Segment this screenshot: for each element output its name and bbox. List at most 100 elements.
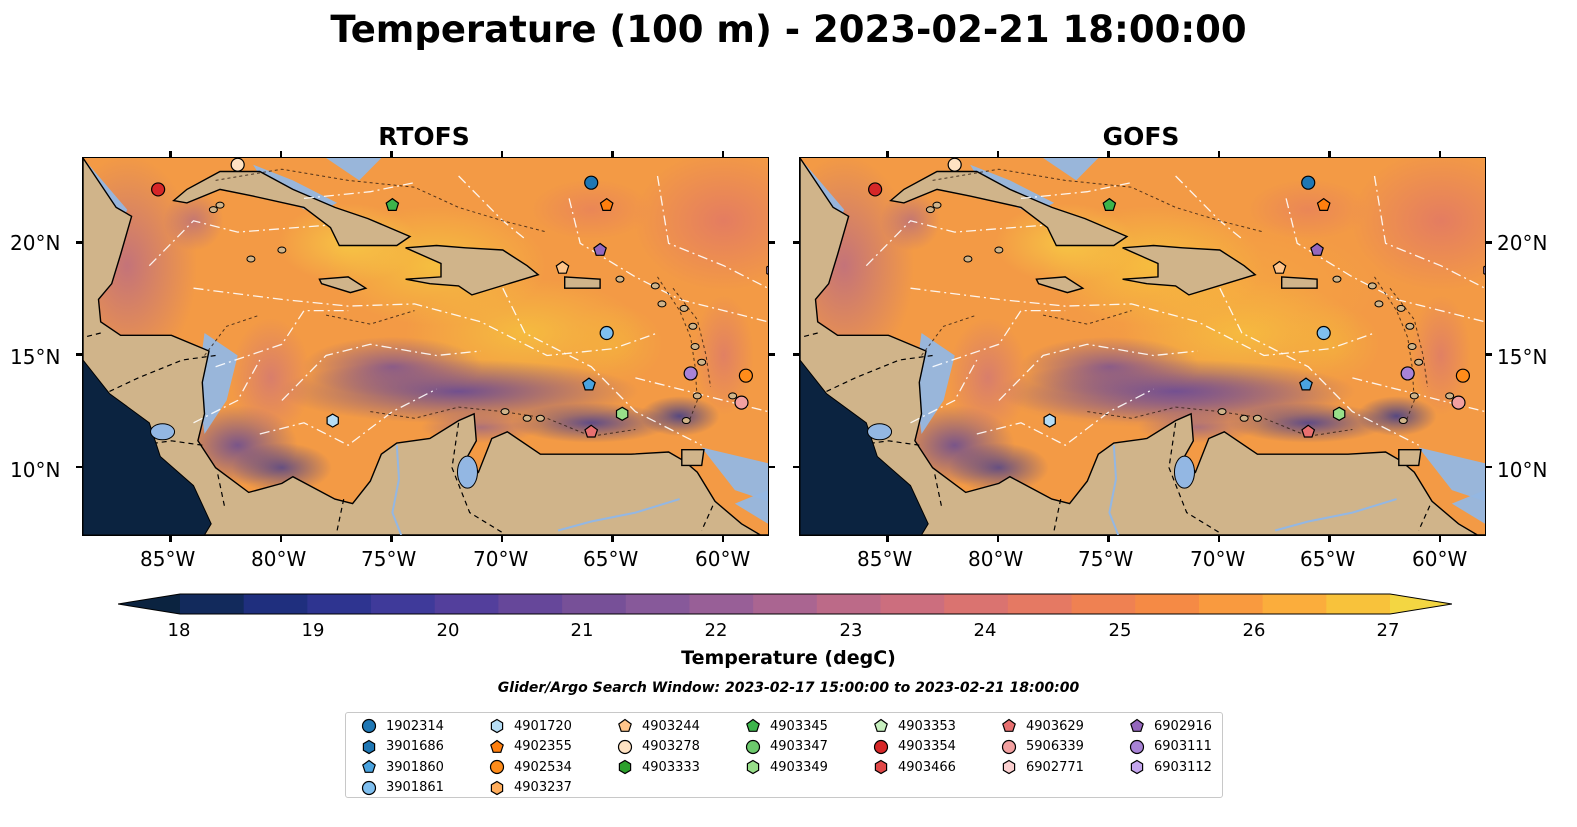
lon-tick: 85°W [140, 547, 196, 571]
axis-tick-mark [76, 465, 82, 469]
colorbar-tick: 21 [570, 620, 594, 641]
legend-label: 3901686 [386, 739, 444, 754]
axis-tick-mark [793, 353, 799, 356]
legend-label: 4903333 [642, 759, 700, 775]
legend-label: 6902771 [1026, 759, 1084, 775]
lon-tick: 60°W [695, 547, 751, 571]
legend-item: 4902534 [488, 757, 572, 777]
legend-marker-icon [489, 759, 505, 775]
legend-label: 4903345 [770, 718, 828, 734]
axis-tick-mark [1486, 465, 1492, 469]
colorbar-tick: 18 [167, 620, 191, 641]
colorbar-bin [753, 594, 818, 614]
legend-label: 4903278 [642, 739, 700, 754]
axis-tick-mark [793, 465, 799, 469]
float-marker-6903112 [1483, 265, 1485, 275]
lon-tick: 75°W [1078, 547, 1134, 571]
colorbar-bin [1135, 594, 1200, 614]
figure-title: Temperature (100 m) - 2023-02-21 18:00:0… [330, 8, 1247, 51]
legend-marker-icon [874, 759, 888, 775]
legend-marker-icon [362, 739, 376, 754]
legend-marker [1129, 739, 1145, 754]
axis-tick-mark [996, 536, 1000, 542]
legend-marker-icon [1130, 759, 1144, 775]
colorbar-bin [1007, 594, 1073, 614]
legend-item: 3901686 [360, 737, 444, 757]
map-rtofs [82, 157, 769, 536]
legend-marker [489, 759, 505, 775]
float-marker-1902314 [1301, 175, 1316, 190]
lon-tick: 80°W [968, 547, 1024, 571]
legend-item: 4903244 [616, 716, 700, 736]
axis-tick-mark [1217, 151, 1221, 157]
colorbar-bin [371, 594, 436, 614]
colorbar-tick: 26 [1242, 620, 1266, 641]
legend-label: 4902534 [514, 759, 572, 775]
colorbar-bin [498, 594, 563, 614]
float-marker-3901860 [582, 377, 596, 391]
axis-tick-mark [793, 241, 799, 244]
legend-marker [490, 718, 504, 734]
legend-label: 4901720 [514, 718, 572, 734]
colorbar-bin [1326, 594, 1391, 614]
legend-item: 4903278 [616, 737, 700, 757]
float-marker-4902355 [599, 197, 614, 212]
float-marker-6902916 [593, 242, 607, 256]
legend-item: 4903629 [1000, 716, 1084, 736]
colorbar-bin [944, 594, 1009, 614]
legend-marker [1001, 739, 1017, 754]
colorbar-tick: 23 [839, 620, 863, 641]
legend-marker [617, 739, 633, 754]
legend-marker-icon [1001, 739, 1017, 754]
lon-tick: 70°W [1190, 547, 1246, 571]
lon-tick: 65°W [1300, 547, 1356, 571]
lon-tick: 65°W [583, 547, 639, 571]
legend-item: 6903112 [1128, 757, 1212, 777]
float-marker-4902534 [738, 368, 754, 383]
legend-item: 1902314 [360, 716, 444, 736]
legend-item: 3901861 [360, 778, 444, 798]
legend-marker [874, 718, 888, 732]
legend-marker-icon [746, 759, 760, 775]
colorbar-tick: 20 [436, 620, 460, 641]
axis-tick-mark [1486, 353, 1492, 356]
panel-title-rtofs: RTOFS [378, 122, 470, 151]
legend-marker [362, 759, 376, 773]
legend-label: 1902314 [386, 718, 444, 734]
float-marker-4901720 [326, 413, 339, 428]
axis-tick-mark [169, 151, 172, 157]
legend-marker-icon [1130, 718, 1144, 732]
axis-tick-mark [500, 151, 504, 157]
legend-label: 4903354 [898, 739, 956, 754]
lat-tick: 10°N [10, 458, 61, 482]
colorbar-tick: 24 [973, 620, 997, 641]
legend-marker-icon [490, 739, 504, 753]
axis-tick-mark [279, 151, 283, 157]
legend-item: 4902355 [488, 737, 572, 757]
float-marker-5906339 [1451, 395, 1466, 410]
float-marker-4903349 [1332, 406, 1346, 421]
colorbar-bin [689, 594, 754, 614]
legend-item: 4903353 [872, 716, 956, 736]
axis-tick-mark [76, 241, 82, 244]
legend-marker-icon [745, 739, 761, 754]
axis-tick-mark [1107, 536, 1110, 542]
colorbar-bin [1262, 594, 1327, 614]
axis-tick-mark [886, 151, 889, 157]
axis-tick-mark [996, 151, 1000, 157]
colorbar-bin [434, 594, 499, 614]
colorbar [118, 593, 1452, 615]
legend-item: 6903111 [1128, 737, 1212, 757]
colorbar-tick: 22 [704, 620, 728, 641]
lon-tick: 85°W [857, 547, 913, 571]
colorbar-bin [1071, 594, 1136, 614]
float-marker-3901860 [1299, 377, 1313, 391]
axis-tick-mark [721, 536, 725, 542]
axis-tick-mark [390, 536, 393, 542]
legend-marker [618, 759, 632, 775]
float-marker-4902355 [1316, 197, 1331, 212]
axis-tick-mark [1217, 536, 1221, 542]
axis-tick-mark [611, 151, 614, 157]
legend-marker-icon [746, 718, 760, 732]
legend-item: 5906339 [1000, 737, 1084, 757]
